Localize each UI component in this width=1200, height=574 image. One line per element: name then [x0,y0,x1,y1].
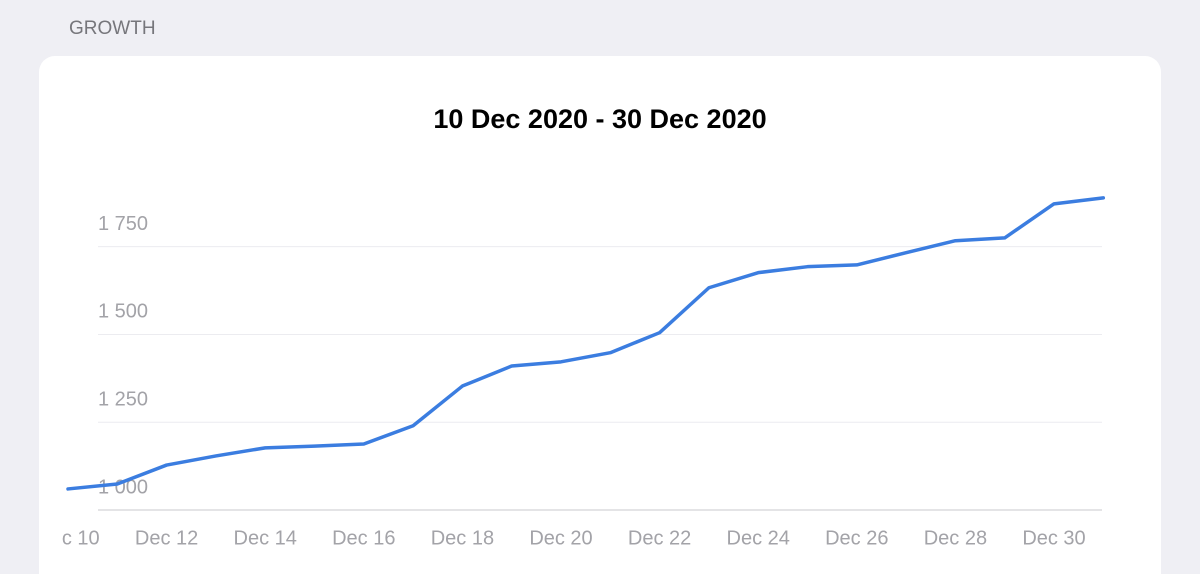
x-tick-label: Dec 30 [1022,527,1085,549]
data-line [66,196,1106,491]
plot-area: Dec 10 Dec 12 Dec 14 Dec 16 Dec 18 Dec 20 Dec … [36,196,1106,549]
y-tick-label: 1 750 [98,213,148,235]
x-tick-label: Dec 10 [36,527,99,549]
y-tick-label: 1 500 [98,301,148,323]
y-tick-label: 1 250 [98,389,148,411]
x-tick-label: Dec 18 [431,527,494,549]
x-tick-label: Dec 16 [332,527,395,549]
x-tick-label: Dec 20 [529,527,592,549]
x-tick-label: Dec 12 [135,527,198,549]
x-tick-label: Dec 22 [628,527,691,549]
x-tick-label: Dec 26 [825,527,888,549]
section-title: GROWTH [69,18,156,39]
y-tick-label: 1 000 [98,476,148,498]
x-tick-label: Dec 24 [727,527,790,549]
chart-title: 10 Dec 2020 - 30 Dec 2020 [433,104,766,134]
x-tick-label: Dec 14 [234,527,297,549]
x-tick-label: Dec 28 [924,527,987,549]
